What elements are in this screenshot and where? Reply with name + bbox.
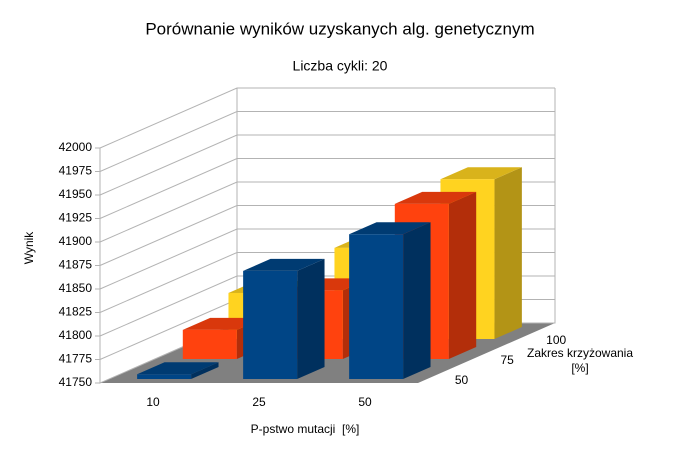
y-tick-label: 41875 — [59, 258, 93, 272]
grid-line — [99, 111, 555, 172]
z-axis-title: Zakres krzyżowania [%] — [526, 346, 634, 375]
bar-face — [191, 362, 219, 379]
y-tick-label: 41975 — [59, 164, 93, 178]
bar-face — [137, 374, 192, 379]
y-tick-label: 41850 — [59, 281, 93, 295]
bar-face — [349, 222, 431, 235]
grid-line — [99, 134, 555, 196]
x-tick-label: 10 — [146, 395, 160, 409]
z-tick-label: 100 — [546, 333, 566, 347]
bar-face — [137, 362, 219, 375]
y-tick-label: 41950 — [59, 187, 93, 201]
chart-subtitle: Liczba cykli: 20 — [293, 58, 388, 74]
y-tick-label: 41775 — [59, 352, 93, 366]
bar-face — [243, 258, 325, 271]
z-tick-label: 75 — [501, 353, 515, 367]
y-tick-label: 41925 — [59, 211, 93, 225]
chart-title: Porównanie wyników uzyskanych alg. genet… — [145, 19, 534, 38]
bar-face — [448, 191, 477, 359]
bar-face — [243, 270, 298, 379]
y-axis-title: Wynik — [22, 231, 36, 265]
bar-face — [440, 167, 522, 180]
grid-line — [99, 158, 555, 219]
bar-face — [403, 222, 431, 379]
bar — [349, 222, 431, 379]
z-tick-label: 50 — [455, 373, 469, 387]
y-tick-label: 41900 — [59, 234, 93, 248]
bar — [243, 258, 325, 379]
y-tick-label: 41800 — [59, 328, 93, 342]
grid-line — [99, 87, 555, 149]
bar-face — [394, 191, 477, 204]
x-tick-label: 25 — [252, 395, 266, 409]
y-tick-label: 42000 — [59, 140, 93, 154]
x-tick-label: 50 — [358, 395, 372, 409]
y-tick-label: 41750 — [59, 375, 93, 389]
bar-face — [349, 234, 404, 379]
y-tick-label: 41825 — [59, 305, 93, 319]
bar-face — [494, 167, 522, 339]
x-axis-title: P-pstwo mutacji [%] — [251, 422, 360, 436]
bar — [137, 362, 219, 379]
bar-face — [297, 258, 325, 379]
bar-face — [182, 329, 237, 359]
